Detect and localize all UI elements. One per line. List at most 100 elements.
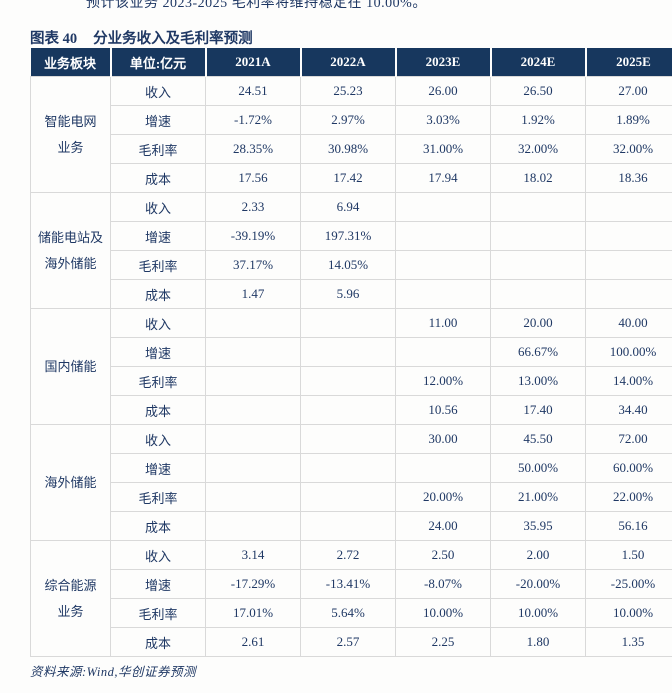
value-cell: 100.00% bbox=[585, 337, 672, 367]
value-cell bbox=[395, 221, 491, 251]
value-cell: 17.40 bbox=[490, 395, 586, 425]
value-cell: 18.36 bbox=[585, 163, 672, 193]
value-cell: -8.07% bbox=[395, 569, 491, 599]
table-row: 成本 17.56 17.42 17.94 18.02 18.36 bbox=[31, 163, 672, 193]
figure-title: 分业务收入及毛利率预测 bbox=[93, 31, 253, 47]
metric-label: 收入 bbox=[110, 424, 206, 454]
value-cell: 3.03% bbox=[395, 105, 491, 135]
value-cell: 32.00% bbox=[585, 134, 672, 164]
value-cell: 20.00% bbox=[395, 482, 491, 512]
value-cell bbox=[205, 308, 301, 338]
value-cell: 10.00% bbox=[395, 598, 491, 628]
table-row: 综合能源 业务 收入 3.14 2.72 2.50 2.00 1.50 bbox=[30, 540, 672, 657]
table-row: 海外储能 收入 30.00 45.50 72.00 bbox=[30, 424, 672, 541]
value-cell: 2.97% bbox=[300, 105, 396, 135]
value-cell bbox=[300, 424, 396, 454]
table-row: 成本 1.47 5.96 bbox=[31, 279, 672, 309]
column-header: 2025E bbox=[584, 48, 672, 77]
value-cell: 31.00% bbox=[395, 134, 491, 164]
table-row: 毛利率 28.35% 30.98% 31.00% 32.00% 32.00% bbox=[31, 134, 672, 164]
value-cell: 11.00 bbox=[395, 308, 491, 338]
value-cell: 25.23 bbox=[300, 76, 396, 106]
metric-label: 毛利率 bbox=[110, 482, 206, 512]
table-row: 储能电站及 海外储能 收入 2.33 6.94 bbox=[30, 192, 672, 309]
value-cell: -39.19% bbox=[205, 221, 301, 251]
value-cell bbox=[585, 250, 672, 280]
value-cell: 1.50 bbox=[585, 540, 672, 570]
table-row: 增速 50.00% 60.00% bbox=[31, 453, 672, 483]
value-cell: 17.94 bbox=[395, 163, 491, 193]
table-row: 增速 -17.29% -13.41% -8.07% -20.00% -25.00% bbox=[31, 569, 672, 599]
value-cell: 1.89% bbox=[585, 105, 672, 135]
table-row: 增速 -1.72% 2.97% 3.03% 1.92% 1.89% bbox=[31, 105, 672, 135]
metric-label: 增速 bbox=[110, 105, 206, 135]
table-row: 成本 24.00 35.95 56.16 bbox=[31, 511, 672, 541]
segment-label: 海外储能 bbox=[30, 424, 111, 541]
value-cell bbox=[205, 395, 301, 425]
value-cell bbox=[395, 279, 491, 309]
value-cell: 22.00% bbox=[585, 482, 672, 512]
value-cell: 2.33 bbox=[205, 192, 301, 222]
metric-label: 毛利率 bbox=[110, 366, 206, 396]
value-cell: 45.50 bbox=[490, 424, 586, 454]
value-cell: -17.29% bbox=[205, 569, 301, 599]
column-header: 2024E bbox=[489, 48, 586, 77]
value-cell: 17.42 bbox=[300, 163, 396, 193]
column-header: 单位:亿元 bbox=[109, 48, 206, 77]
value-cell: 32.00% bbox=[490, 134, 586, 164]
table-row: 国内储能 收入 11.00 20.00 40.00 bbox=[30, 308, 672, 425]
value-cell bbox=[490, 192, 586, 222]
value-cell bbox=[585, 192, 672, 222]
value-cell: 2.25 bbox=[395, 627, 491, 657]
value-cell bbox=[205, 366, 301, 396]
value-cell bbox=[205, 424, 301, 454]
value-cell: 50.00% bbox=[490, 453, 586, 483]
value-cell bbox=[205, 482, 301, 512]
value-cell: 12.00% bbox=[395, 366, 491, 396]
value-cell bbox=[490, 221, 586, 251]
value-cell: 18.02 bbox=[490, 163, 586, 193]
column-header: 2023E bbox=[394, 48, 491, 77]
segment-label: 智能电网 业务 bbox=[30, 76, 111, 193]
value-cell bbox=[585, 221, 672, 251]
value-cell: 17.01% bbox=[205, 598, 301, 628]
metric-label: 收入 bbox=[110, 76, 206, 106]
value-cell: 10.00% bbox=[490, 598, 586, 628]
value-cell: 35.95 bbox=[490, 511, 586, 541]
value-cell: 72.00 bbox=[585, 424, 672, 454]
value-cell: 2.00 bbox=[490, 540, 586, 570]
forecast-table: 业务板块 单位:亿元 2021A 2022A 2023E 2024E 2025E… bbox=[30, 48, 672, 657]
value-cell bbox=[300, 511, 396, 541]
value-cell: 2.50 bbox=[395, 540, 491, 570]
table-row: 增速 -39.19% 197.31% bbox=[31, 221, 672, 251]
value-cell bbox=[300, 453, 396, 483]
metric-label: 收入 bbox=[110, 308, 206, 338]
value-cell bbox=[300, 308, 396, 338]
metric-label: 收入 bbox=[110, 540, 206, 570]
table-row: 成本 10.56 17.40 34.40 bbox=[31, 395, 672, 425]
metric-label: 毛利率 bbox=[110, 134, 206, 164]
metric-label: 成本 bbox=[110, 163, 206, 193]
table-row: 成本 2.61 2.57 2.25 1.80 1.35 bbox=[31, 627, 672, 657]
segment-label: 储能电站及 海外储能 bbox=[30, 192, 111, 309]
value-cell: 5.64% bbox=[300, 598, 396, 628]
value-cell: 10.00% bbox=[585, 598, 672, 628]
metric-label: 成本 bbox=[110, 627, 206, 657]
metric-label: 增速 bbox=[110, 569, 206, 599]
value-cell: 2.57 bbox=[300, 627, 396, 657]
segment-label: 综合能源 业务 bbox=[30, 540, 111, 657]
value-cell: 5.96 bbox=[300, 279, 396, 309]
value-cell bbox=[395, 192, 491, 222]
metric-label: 增速 bbox=[110, 453, 206, 483]
value-cell: 24.51 bbox=[205, 76, 301, 106]
metric-label: 毛利率 bbox=[110, 250, 206, 280]
metric-label: 成本 bbox=[110, 395, 206, 425]
column-header: 业务板块 bbox=[30, 48, 111, 77]
clipped-paragraph: 预计该业务 2023-2025 毛利率将维持稳定在 10.00%。 bbox=[86, 0, 427, 11]
value-cell: 2.72 bbox=[300, 540, 396, 570]
value-cell: 14.00% bbox=[585, 366, 672, 396]
metric-label: 成本 bbox=[110, 511, 206, 541]
value-cell: 66.67% bbox=[490, 337, 586, 367]
table-row: 毛利率 17.01% 5.64% 10.00% 10.00% 10.00% bbox=[31, 598, 672, 628]
value-cell: 56.16 bbox=[585, 511, 672, 541]
